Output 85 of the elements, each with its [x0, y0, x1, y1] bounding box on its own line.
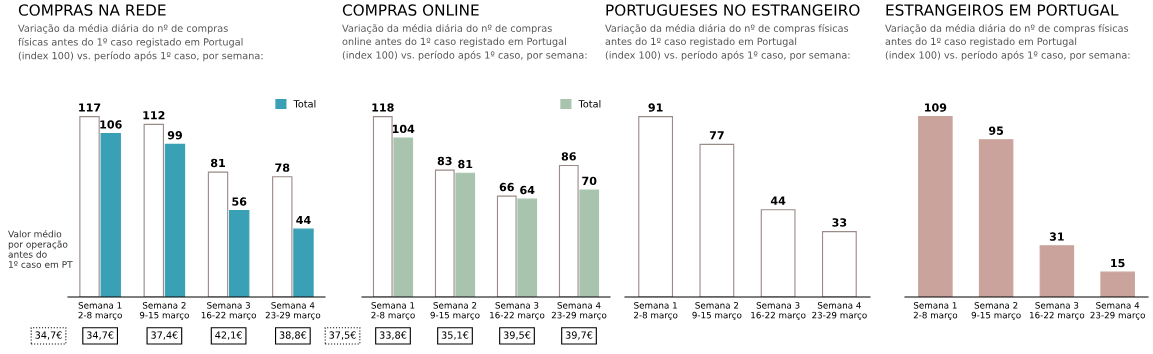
data-label: 91: [648, 103, 663, 112]
data-label: 33: [832, 218, 847, 227]
bar: [1039, 245, 1075, 297]
bar: [164, 143, 186, 297]
bar: [229, 210, 250, 297]
bar: [1100, 271, 1135, 297]
x-tick-label: Semana 4 23-29 março: [1090, 302, 1145, 320]
bar: [143, 123, 164, 297]
x-tick-label: Semana 3 16-22 março: [751, 302, 806, 320]
data-label: 44: [296, 215, 311, 225]
x-tick-label: Semana 4 23-29 março: [265, 302, 321, 320]
bar: [293, 228, 314, 297]
text: 35,1€: [441, 331, 469, 340]
legend-label: Total: [293, 100, 316, 108]
x-tick-label: Semana 2 9-15 março: [430, 302, 480, 320]
bar: [207, 171, 229, 297]
x-tick-label: Semana 2 9-15 março: [139, 302, 189, 320]
bar: [638, 116, 674, 297]
bar: [558, 164, 579, 297]
chart-title: COMPRAS ONLINE: [342, 4, 479, 16]
text: 37,5€: [329, 331, 356, 340]
x-tick-label: Semana 1 2-8 março: [913, 302, 958, 320]
legend-label: Total: [578, 100, 601, 108]
x-tick-label: Semana 3 16-22 março: [1030, 302, 1085, 320]
data-label: 109: [925, 103, 947, 112]
data-label: 66: [499, 182, 514, 192]
bar: [760, 209, 796, 297]
bar: [372, 116, 393, 297]
data-label: 106: [100, 120, 122, 129]
chart-title: PORTUGUESES NO ESTRANGEIRO: [606, 4, 860, 16]
data-label: 64: [520, 185, 535, 195]
text: 38,8€: [279, 331, 307, 340]
data-label: 70: [582, 176, 597, 186]
data-label: 118: [372, 103, 394, 112]
chart-title: COMPRAS NA REDE: [18, 4, 166, 16]
bar: [918, 116, 953, 297]
data-label: 117: [79, 103, 101, 112]
x-tick-label: Semana 1 2-8 março: [78, 302, 122, 320]
data-label: 78: [275, 163, 290, 172]
bar: [517, 198, 538, 297]
x-tick-label: Semana 2 9-15 março: [971, 302, 1021, 320]
x-tick-label: Semana 3 16-22 março: [201, 302, 256, 320]
annotation: Valor médio por operação antes do 1º caso em PT: [8, 230, 73, 268]
text: 34,7€: [86, 331, 114, 340]
data-label: 31: [1049, 232, 1064, 241]
bar: [496, 195, 517, 297]
bar: [393, 137, 414, 297]
bar: [100, 133, 121, 297]
bar: [978, 139, 1014, 297]
text: 39,7€: [565, 331, 593, 340]
bar: [79, 116, 100, 297]
data-label: 95: [988, 126, 1004, 135]
bar: [272, 176, 293, 297]
data-label: 99: [167, 131, 182, 140]
chart-title: ESTRANGEIROS EM PORTUGAL: [886, 4, 1119, 16]
data-label: 81: [458, 159, 473, 169]
chart-subtitle: Variação da média diária do nº de compras físicas antes do 1º caso registado em Portugal (index 100) vs. período após 1º caso, por semana:: [18, 24, 263, 62]
bar: [434, 169, 455, 297]
data-label: 104: [392, 124, 415, 134]
text: 42,1€: [215, 331, 242, 340]
chart-subtitle: Variação da média diária do nº de compras físicas antes do 1º caso registado em Portugal (index 100) vs. período após 1º caso, por semana:: [605, 24, 850, 61]
x-tick-label: Semana 4 23-29 março: [551, 302, 607, 320]
bar: [579, 189, 600, 297]
data-label: 112: [143, 111, 165, 120]
data-label: 77: [709, 131, 724, 140]
chart-subtitle: Variação da média diária do nº de compras online antes do 1º caso registado em Portugal (index 100) vs. período após 1º caso, por semana:: [342, 24, 587, 61]
chart-subtitle: Variação da média diária do nº de compras físicas antes do 1º caso registado em Portugal (index 100) vs. período após 1º caso, por semana:: [885, 24, 1130, 61]
data-label: 15: [1111, 258, 1125, 268]
data-label: 83: [437, 156, 452, 166]
bar: [821, 231, 857, 297]
text: 33,8€: [379, 331, 407, 340]
data-label: 81: [210, 158, 225, 168]
text: 37,4€: [151, 331, 178, 340]
bar: [699, 143, 735, 297]
text: 34,7€: [35, 331, 62, 340]
x-tick-label: Semana 1 2-8 março: [634, 302, 678, 320]
data-label: 56: [232, 197, 247, 206]
x-tick-label: Semana 1 2-8 março: [371, 302, 415, 320]
x-tick-label: Semana 2 9-15 março: [692, 302, 742, 320]
x-tick-label: Semana 3 16-22 março: [490, 302, 545, 320]
bar: [455, 172, 476, 297]
text: 39,5€: [503, 331, 531, 340]
data-label: 86: [561, 152, 576, 161]
x-tick-label: Semana 4 23-29 março: [812, 302, 867, 320]
data-label: 44: [770, 196, 786, 205]
